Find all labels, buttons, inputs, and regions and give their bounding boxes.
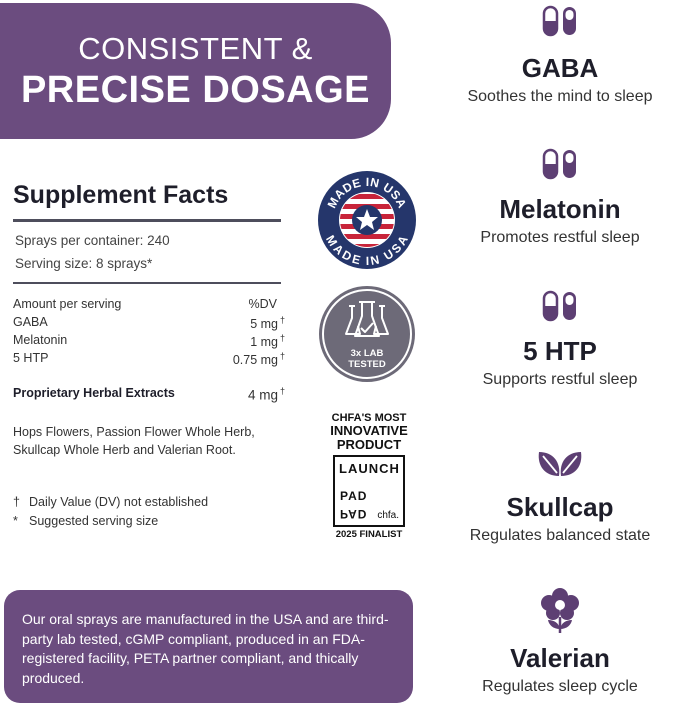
ingredient-desc: Soothes the mind to sleep (467, 88, 653, 105)
lab-line-2: TESTED (348, 359, 386, 370)
capsule-icon (542, 148, 576, 180)
banner-line-1: CONSISTENT & (78, 31, 313, 66)
dagger-mark: † (279, 333, 285, 343)
flower-icon (541, 588, 579, 633)
dagger-mark: † (279, 351, 285, 361)
chfa-line-1: CHFA'S MOST (331, 412, 407, 424)
table-row: 5 HTP 0.75 mg † (13, 351, 285, 368)
pad-text-2: PAD (340, 507, 368, 521)
table-row: GABA 5 mg † (13, 315, 285, 332)
manufacturing-note: Our oral sprays are manufactured in the … (4, 590, 413, 703)
ingredient-desc: Promotes restful sleep (480, 229, 640, 246)
herbs-line-2: Skullcap Whole Herb and Valerian Root. (13, 443, 236, 457)
nutrient-value: 5 mg (250, 317, 278, 332)
footnote-symbol: † (13, 495, 20, 509)
banner-line-2: PRECISE DOSAGE (20, 69, 371, 111)
ingredient-gaba: GABA Soothes the mind to sleep (444, 5, 676, 106)
footnote-text: Daily Value (DV) not established (29, 495, 209, 509)
table-row: Proprietary Herbal Extracts 4 mg † (13, 386, 285, 403)
chfa-mark: chfa. (377, 510, 399, 521)
beaker-icon (345, 301, 389, 337)
supplement-facts-panel: Supplement Facts Sprays per container: 2… (13, 181, 285, 528)
table-row: Melatonin 1 mg † (13, 333, 285, 350)
pad-text: PAD (340, 489, 368, 503)
ingredient-desc: Supports restful sleep (482, 371, 638, 388)
herbs-line-1: Hops Flowers, Passion Flower Whole Herb, (13, 425, 255, 439)
ingredient-5htp: 5 HTP Supports restful sleep (444, 290, 676, 389)
amount-header: Amount per serving (13, 297, 122, 311)
footnote: † Daily Value (DV) not established (13, 495, 208, 509)
serving-size: Serving size: 8 sprays* (15, 256, 153, 271)
herbs-list: Hops Flowers, Passion Flower Whole Herb,… (13, 423, 285, 459)
footnote: * Suggested serving size (13, 514, 158, 528)
ingredient-desc: Regulates sleep cycle (482, 678, 638, 695)
launch-text: LAUNCH (339, 461, 400, 476)
chfa-line-2: INNOVATIVE (330, 423, 408, 438)
nutrient-value: 0.75 mg (232, 353, 278, 368)
divider (13, 282, 281, 284)
proprietary-value: 4 mg (247, 387, 278, 403)
lab-line-1: 3x LAB (350, 348, 384, 359)
proprietary-name: Proprietary Herbal Extracts (13, 386, 175, 400)
nutrient-value: 1 mg (250, 335, 278, 350)
nutrient-name: GABA (13, 315, 48, 329)
launch-pad-logo: LAUNCH PAD PAD chfa. (333, 455, 405, 527)
dagger-mark: † (279, 386, 285, 396)
badge-ring (322, 289, 412, 379)
ingredient-valerian: Valerian Regulates sleep cycle (444, 585, 676, 696)
footnote-symbol: * (13, 514, 18, 528)
supplement-facts-title: Supplement Facts (13, 181, 229, 209)
footnote-text: Suggested serving size (29, 514, 159, 528)
ingredient-melatonin: Melatonin Promotes restful sleep (444, 148, 676, 247)
ingredient-name: GABA (521, 53, 599, 83)
ingredient-name: Valerian (510, 643, 610, 673)
ingredient-name: Skullcap (506, 492, 614, 522)
capsule-icon (542, 5, 576, 37)
finalist-text: 2025 FINALIST (335, 529, 403, 540)
title-banner: CONSISTENT & PRECISE DOSAGE (0, 3, 391, 139)
ingredient-skullcap: Skullcap Regulates balanced state (444, 446, 676, 545)
sprays-per-container: Sprays per container: 240 (15, 233, 170, 248)
divider (13, 219, 281, 222)
capsule-icon (542, 290, 576, 322)
ingredient-name: 5 HTP (523, 336, 597, 366)
nutrient-name: 5 HTP (13, 351, 49, 365)
manufacturing-note-text: Our oral sprays are manufactured in the … (22, 611, 389, 686)
chfa-line-3: PRODUCT (336, 437, 402, 452)
chfa-launch-pad-badge: CHFA'S MOST INNOVATIVE PRODUCT LAUNCH PA… (329, 412, 409, 540)
ingredient-desc: Regulates balanced state (469, 527, 651, 544)
amount-header-row: Amount per serving %DV (13, 297, 285, 311)
nutrient-name: Melatonin (13, 333, 68, 347)
dagger-mark: † (279, 315, 285, 325)
lab-tested-badge: 3x LAB TESTED (319, 286, 415, 382)
made-in-usa-badge: MADE IN USA MADE IN USA (317, 170, 417, 270)
dv-header: %DV (248, 297, 277, 311)
leaves-icon (538, 452, 582, 476)
ingredient-name: Melatonin (499, 194, 621, 224)
